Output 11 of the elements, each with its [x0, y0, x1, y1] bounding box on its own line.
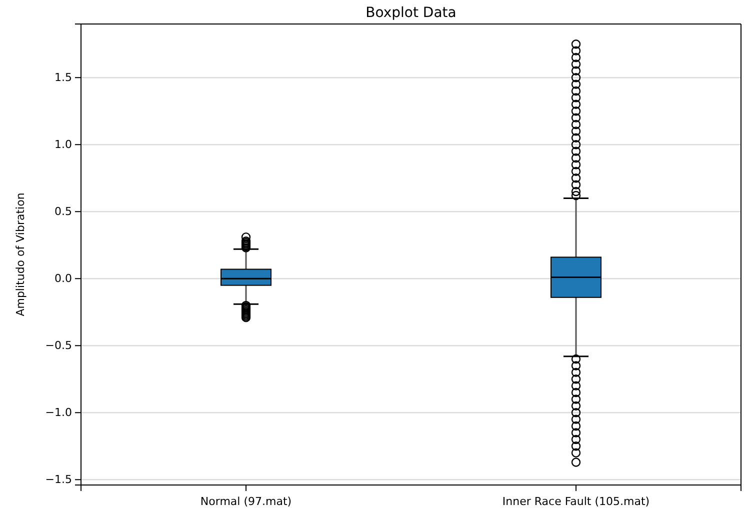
x-tick-label: Inner Race Fault (105.mat): [502, 495, 650, 508]
y-tick-label: 0.0: [54, 272, 72, 286]
y-tick-label: 1.5: [54, 71, 72, 84]
y-axis-title: Amplitudo of Vibration: [14, 192, 27, 316]
y-tick-label: −1.5: [45, 473, 72, 486]
y-tick-label: 1.0: [54, 138, 72, 152]
y-tick-label: −1.0: [45, 406, 72, 420]
y-tick-label: 0.5: [54, 205, 72, 218]
x-tick-label: Normal (97.mat): [200, 495, 292, 508]
y-tick-label: −0.5: [45, 339, 72, 352]
chart-title: Boxplot Data: [366, 5, 456, 21]
